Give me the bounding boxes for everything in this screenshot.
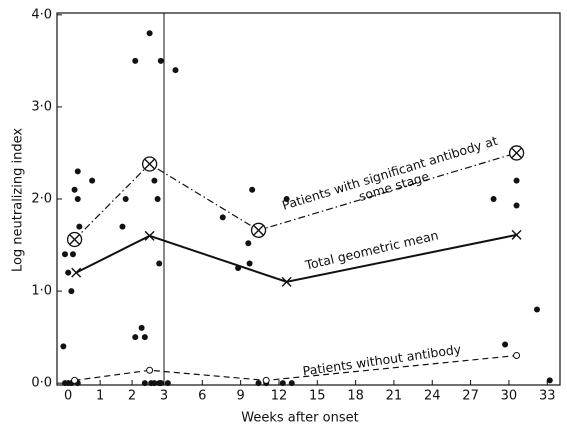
marker-cross: [69, 234, 80, 245]
data-point: [219, 214, 226, 221]
x-tick-label: 24: [424, 389, 441, 404]
x-tick-label: 30: [501, 389, 518, 404]
series-marker: [144, 230, 155, 241]
data-point: [255, 380, 262, 387]
series-line: [74, 354, 517, 381]
series-marker: [146, 366, 154, 374]
x-tick-label: 0: [64, 389, 72, 404]
data-point: [61, 251, 68, 258]
data-point: [249, 186, 256, 193]
series-marker: [250, 222, 267, 238]
marker-cross: [281, 276, 292, 287]
data-point: [69, 251, 76, 258]
y-tick-label: 3·0: [31, 99, 52, 114]
data-point: [283, 196, 290, 202]
series-marker: [508, 145, 525, 161]
data-point: [122, 196, 129, 202]
data-point: [141, 334, 148, 341]
data-point: [76, 223, 83, 230]
x-tick-label: 9: [237, 389, 245, 404]
series-label: Patients with significant antibody atsom…: [280, 132, 503, 225]
data-point: [245, 240, 252, 247]
marker-cross: [144, 158, 156, 170]
data-point: [60, 343, 67, 350]
data-point: [71, 186, 78, 193]
data-point: [138, 324, 145, 331]
series-marker: [513, 352, 521, 360]
x-tick-label: 27: [462, 389, 479, 404]
y-tick-label: 0·0: [31, 376, 52, 391]
marker-cross: [511, 229, 522, 240]
data-point: [546, 377, 553, 384]
data-point: [513, 177, 520, 184]
marker-cross: [253, 224, 264, 236]
data-point: [164, 380, 171, 387]
series-label: Patients without antibody: [302, 341, 463, 378]
x-tick-label: 3: [160, 389, 168, 404]
series-label: Total geometric mean: [303, 227, 440, 272]
data-point: [288, 380, 295, 387]
data-point: [68, 288, 75, 295]
x-tick-label: 21: [386, 389, 403, 404]
data-point: [141, 380, 148, 387]
marker-circle: [513, 352, 521, 360]
data-point: [502, 341, 509, 348]
x-tick-label: 18: [347, 389, 364, 404]
data-point: [119, 223, 126, 230]
data-point: [157, 380, 164, 387]
data-point: [172, 67, 179, 74]
data-point: [65, 269, 72, 276]
marker-cross: [71, 267, 82, 278]
data-point: [146, 30, 153, 37]
series-marker: [66, 231, 83, 248]
data-point: [246, 260, 253, 267]
data-point: [156, 260, 163, 267]
data-point: [74, 196, 81, 202]
marker-circle: [262, 376, 270, 384]
series-marker: [511, 229, 522, 240]
series-marker: [71, 267, 82, 278]
data-point: [490, 196, 497, 202]
y-axis-label: Log neutralizing index: [11, 128, 26, 272]
x-tick-label: 12: [271, 389, 288, 404]
data-point: [74, 168, 81, 175]
series-line: [75, 233, 517, 283]
series-marker: [262, 376, 270, 384]
x-tick-label: 6: [198, 389, 206, 404]
data-point: [151, 380, 158, 387]
marker-cross: [144, 230, 155, 241]
marker-cross: [511, 147, 522, 159]
y-tick-label: 4·0: [31, 7, 52, 22]
marker-circle: [71, 376, 79, 384]
data-point: [157, 57, 164, 64]
series-line: [74, 152, 517, 240]
series-marker: [281, 276, 292, 287]
data-point: [132, 334, 139, 341]
data-point: [534, 306, 541, 313]
y-tick-label: 1·0: [31, 284, 52, 299]
data-point: [154, 196, 161, 202]
x-tick-label: 15: [309, 389, 326, 404]
data-point: [279, 380, 286, 387]
series-marker: [71, 376, 79, 384]
data-point: [151, 177, 158, 184]
x-tick-label: 1: [96, 389, 104, 404]
x-tick-label: 2: [128, 389, 136, 404]
marker-circle: [146, 366, 154, 374]
data-point: [132, 57, 139, 64]
y-tick-label: 2·0: [31, 192, 52, 207]
data-point: [89, 177, 96, 184]
data-point: [513, 202, 520, 209]
x-axis-label: Weeks after onset: [241, 411, 358, 426]
series-marker: [141, 156, 158, 172]
x-tick-label: 33: [539, 389, 556, 404]
